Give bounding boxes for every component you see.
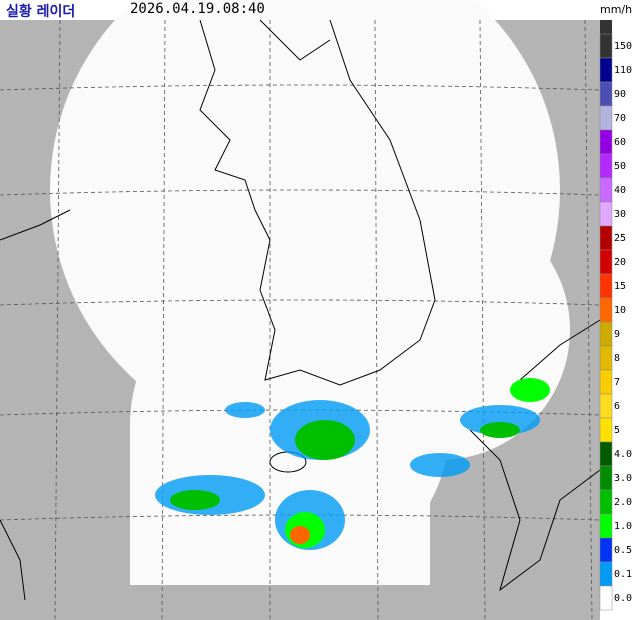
- legend-label: 110: [614, 65, 632, 76]
- legend-swatch: [599, 321, 613, 347]
- legend-swatch: [599, 105, 613, 131]
- legend-label: 0.5: [614, 545, 632, 556]
- legend-label: 50: [614, 161, 626, 172]
- timestamp: 2026.04.19.08:40: [130, 1, 265, 17]
- legend-label: 1.0: [614, 521, 632, 532]
- legend-label: 4.0: [614, 449, 632, 460]
- legend-label: 7: [614, 377, 620, 388]
- legend-label: 15: [614, 281, 626, 292]
- title: 실황 레이더: [6, 4, 76, 20]
- legend-swatch: [599, 513, 613, 539]
- rain-echo: [155, 378, 550, 550]
- legend-swatch: [599, 489, 613, 515]
- legend-label: 25: [614, 233, 626, 244]
- legend-swatch: [599, 345, 613, 371]
- radar-coverage: [50, 0, 570, 585]
- legend-label: 2.0: [614, 497, 632, 508]
- legend-swatch: [599, 369, 613, 395]
- legend-label: 70: [614, 113, 626, 124]
- legend-swatch: [599, 465, 613, 491]
- legend-swatch: [599, 417, 613, 443]
- legend-label: 9: [614, 329, 620, 340]
- legend-label: 6: [614, 401, 620, 412]
- legend-swatch: [599, 153, 613, 179]
- legend-swatch: [599, 201, 613, 227]
- legend-swatch: [599, 393, 613, 419]
- legend-swatch: [599, 57, 613, 83]
- legend-label: 20: [614, 257, 626, 268]
- legend-swatch: [599, 177, 613, 203]
- legend-label: 30: [614, 209, 626, 220]
- legend-swatch: [599, 297, 613, 323]
- legend-swatch: [599, 561, 613, 587]
- legend-label: 150: [614, 41, 632, 52]
- legend-swatch: [599, 273, 613, 299]
- legend-swatch: [599, 33, 613, 59]
- legend-label: 60: [614, 137, 626, 148]
- legend-swatch: [599, 585, 613, 611]
- legend-label: 8: [614, 353, 620, 364]
- legend-label: 90: [614, 89, 626, 100]
- legend-label: 10: [614, 305, 626, 316]
- legend-top-cell: [600, 20, 612, 34]
- legend-label: 0.1: [614, 569, 632, 580]
- legend-swatch: [599, 225, 613, 251]
- legend-swatch: [599, 249, 613, 275]
- unit: mm/h: [600, 3, 633, 16]
- legend-label: 3.0: [614, 473, 632, 484]
- legend-swatch: [599, 81, 613, 107]
- grid: [0, 19, 601, 620]
- legend-label: 0.0: [614, 593, 632, 604]
- legend-label: 5: [614, 425, 620, 436]
- legend-swatch: [599, 441, 613, 467]
- legend-swatch: [599, 537, 613, 563]
- legend-label: 40: [614, 185, 626, 196]
- legend-swatch: [599, 129, 613, 155]
- legend: 150 110 90 70 60 50 40 30 25 20 15 10 9 8 7 6 5 4.0 3.0 2.0…: [599, 33, 632, 611]
